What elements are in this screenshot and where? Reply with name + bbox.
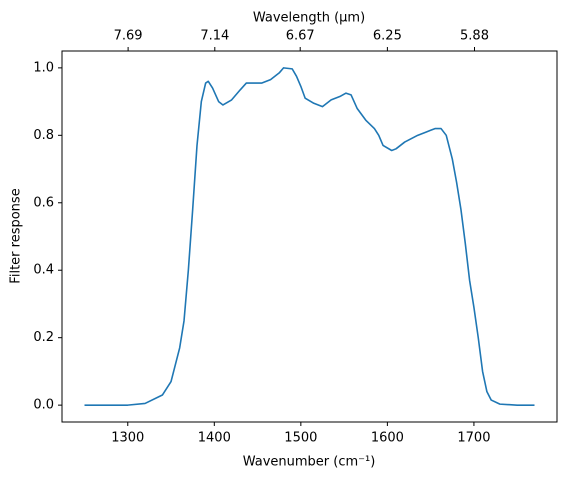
y-tick-label: 1.0 <box>33 60 54 75</box>
x-axis-title: Wavenumber (cm⁻¹) <box>243 455 376 470</box>
y-tick-label: 0.8 <box>33 128 54 143</box>
top-axis-title: Wavelength (μm) <box>253 11 365 26</box>
plot-frame <box>61 50 558 423</box>
x-tick-label: 1500 <box>284 431 317 446</box>
y-tick-label: 0.6 <box>33 195 54 210</box>
top-tick-label: 6.67 <box>286 29 315 44</box>
x-tick-label: 1400 <box>198 431 231 446</box>
y-tick-label: 0.2 <box>33 330 54 345</box>
x-tick-label: 1300 <box>111 431 144 446</box>
y-tick-label: 0.0 <box>33 398 54 413</box>
x-tick-label: 1700 <box>457 431 490 446</box>
y-axis-title: Filter response <box>9 188 24 283</box>
top-tick-label: 7.14 <box>200 29 229 44</box>
top-tick-label: 5.88 <box>460 29 489 44</box>
top-tick-label: 7.69 <box>114 29 143 44</box>
y-tick-label: 0.4 <box>33 263 54 278</box>
x-tick-label: 1600 <box>371 431 404 446</box>
response-line <box>84 67 535 406</box>
top-tick-label: 6.25 <box>373 29 402 44</box>
